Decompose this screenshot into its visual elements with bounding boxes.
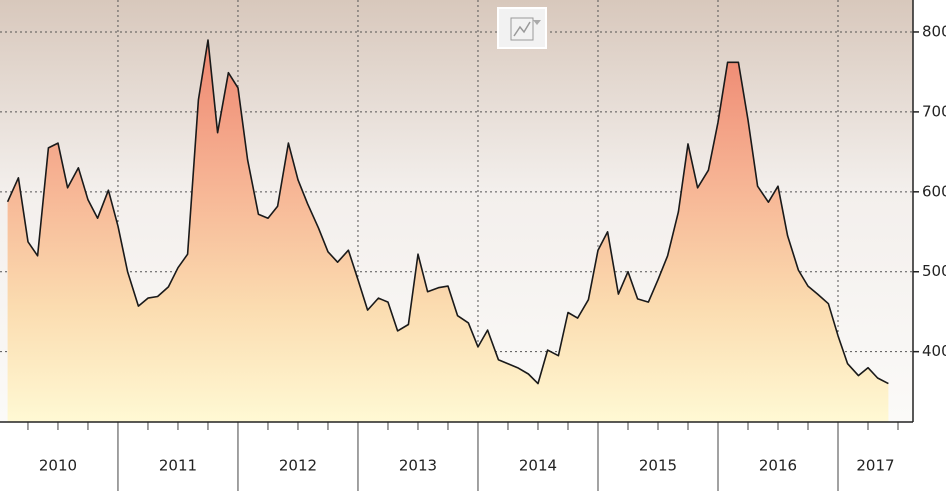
y-tick-label: 800: [922, 22, 946, 40]
icon-line[interactable]: [513, 21, 531, 37]
y-tick-label: 600: [922, 182, 946, 200]
x-tick-label: 2010: [39, 457, 77, 475]
x-tick-label: 2015: [639, 457, 677, 475]
x-tick-label: 2017: [856, 457, 894, 475]
x-tick-label: 2014: [519, 457, 557, 475]
area-fill: [7, 40, 889, 422]
x-tick-label: 2012: [279, 457, 317, 475]
chart-type-icon[interactable]: [497, 7, 547, 49]
icon-box[interactable]: [510, 17, 534, 41]
y-tick-label: 500: [922, 262, 946, 280]
x-tick-label: 2011: [159, 457, 197, 475]
y-tick-label: 400: [922, 342, 946, 360]
y-tick-label: 700: [922, 102, 946, 120]
x-tick-label: 2016: [759, 457, 797, 475]
area-line: [6, 39, 889, 385]
x-tick-label: 2013: [399, 457, 437, 475]
icon-arrow[interactable]: [533, 20, 541, 25]
icon-frame[interactable]: [497, 7, 547, 49]
